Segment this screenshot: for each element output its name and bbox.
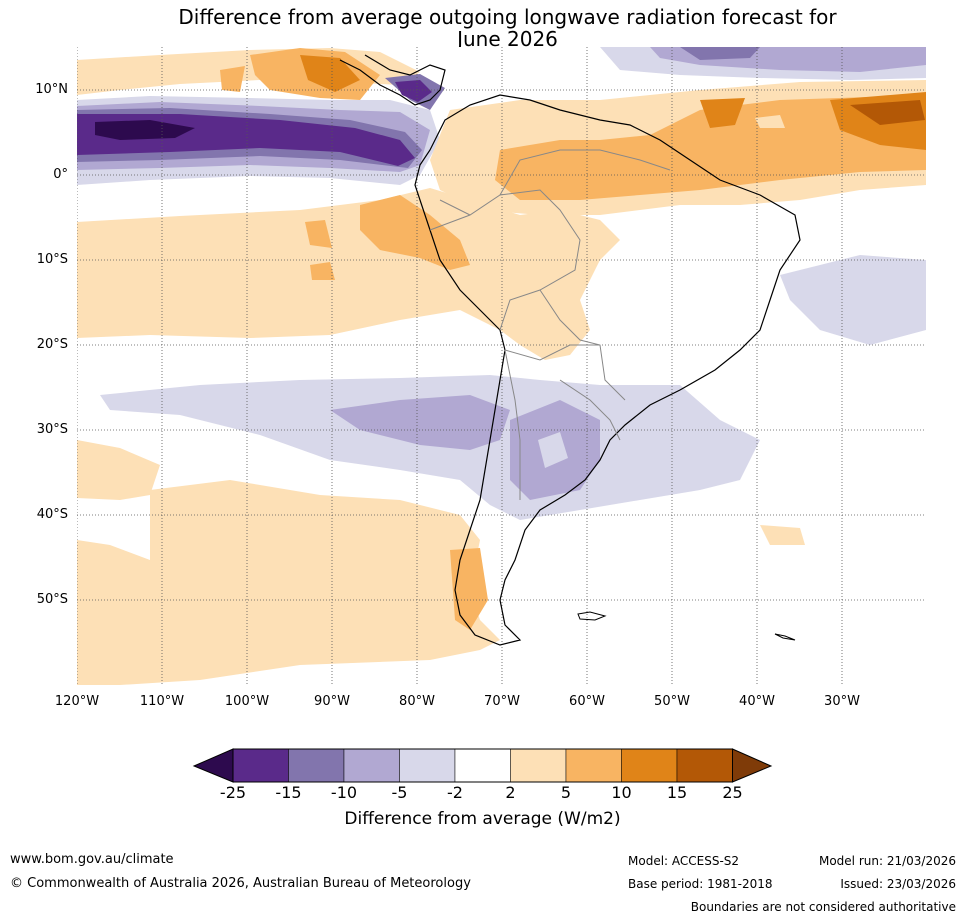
falkland-islands <box>577 611 607 621</box>
anomaly-region <box>700 98 745 128</box>
colorbar-arrow-high <box>732 748 773 783</box>
lat-label: 20°S <box>36 337 68 352</box>
title-line-2: June 2026 <box>457 27 558 51</box>
model-text: Model: ACCESS-S2 <box>628 854 740 868</box>
lat-label: 0° <box>53 167 68 182</box>
lon-label: 120°W <box>54 694 100 709</box>
colorbar-tick: -15 <box>275 783 302 802</box>
colorbar-swatch <box>399 748 456 783</box>
south-georgia <box>774 633 796 641</box>
lon-label: 40°W <box>739 694 775 709</box>
lat-label: 10°N <box>35 82 68 97</box>
colorbar <box>192 748 773 783</box>
base-period-text: Base period: 1981-2018 <box>628 877 773 891</box>
colorbar-swatch <box>565 748 622 783</box>
lon-label: 80°W <box>399 694 435 709</box>
longitude-gridlines <box>77 47 843 685</box>
colorbar-swatch <box>343 748 400 783</box>
lon-label: 60°W <box>569 694 605 709</box>
colorbar-swatch <box>676 748 733 783</box>
country-borders <box>429 149 671 500</box>
colorbar-tick: -25 <box>219 783 247 802</box>
anomaly-region <box>77 480 500 685</box>
title-line-1: Difference from average outgoing longwav… <box>178 5 837 29</box>
lon-label: 70°W <box>484 694 520 709</box>
anomaly-region <box>755 115 785 128</box>
anomaly-region <box>100 375 760 520</box>
colorbar-tick: 5 <box>560 783 572 802</box>
anomaly-region <box>360 195 470 270</box>
anomaly-region <box>95 120 195 140</box>
colorbar-arrow-low <box>192 748 234 783</box>
disclaimer-text: Boundaries are not considered authoritat… <box>690 900 956 914</box>
copyright-text: © Commonwealth of Australia 2026, Austra… <box>10 876 471 891</box>
coastline <box>339 54 446 106</box>
lat-label: 30°S <box>36 422 68 437</box>
anomaly-region <box>780 255 926 345</box>
colorbar-tick: 10 <box>611 783 632 802</box>
colorbar-swatch <box>510 748 567 783</box>
anomaly-region <box>305 220 332 248</box>
map-field <box>77 47 926 685</box>
colorbar-tick: -10 <box>330 783 358 802</box>
anomaly-region <box>77 188 620 360</box>
issued-text: Issued: 23/03/2026 <box>840 877 956 891</box>
colorbar-tick: 15 <box>666 783 688 802</box>
colorbar-swatch <box>232 748 289 783</box>
colorbar-swatch <box>454 748 511 783</box>
colorbar-outline <box>232 748 733 783</box>
colorbar-tick: -5 <box>391 783 408 802</box>
anomaly-region <box>330 395 510 450</box>
anomaly-region <box>850 100 925 125</box>
colorbar-tick: -2 <box>447 783 463 802</box>
anomaly-region <box>77 440 160 500</box>
colorbar-tick: 25 <box>722 783 743 802</box>
lat-label: 50°S <box>36 592 68 607</box>
lon-label: 30°W <box>824 694 860 709</box>
latitude-gridlines <box>77 89 926 601</box>
anomaly-region <box>300 55 360 92</box>
colorbar-swatch <box>621 748 678 783</box>
colorbar-title: Difference from average (W/m2) <box>344 809 621 829</box>
lon-label: 110°W <box>139 694 185 709</box>
anomaly-region <box>538 432 568 468</box>
lon-label: 90°W <box>314 694 350 709</box>
model-run-text: Model run: 21/03/2026 <box>818 854 956 868</box>
anomaly-region <box>310 262 335 280</box>
anomaly-region <box>395 80 432 102</box>
lat-label: 40°S <box>36 507 68 522</box>
colorbar-tick: 2 <box>505 783 516 802</box>
anomaly-region <box>680 47 760 60</box>
anomaly-region <box>760 525 805 545</box>
anomaly-region <box>495 95 926 200</box>
coastline <box>414 94 801 646</box>
lon-label: 50°W <box>654 694 690 709</box>
lat-label: 10°S <box>36 252 68 267</box>
website-link[interactable]: www.bom.gov.au/climate <box>10 852 174 867</box>
chart-title: Difference from average outgoing longwav… <box>0 6 965 50</box>
anomaly-region <box>220 66 245 92</box>
lon-label: 100°W <box>224 694 270 709</box>
colorbar-swatch <box>288 748 345 783</box>
